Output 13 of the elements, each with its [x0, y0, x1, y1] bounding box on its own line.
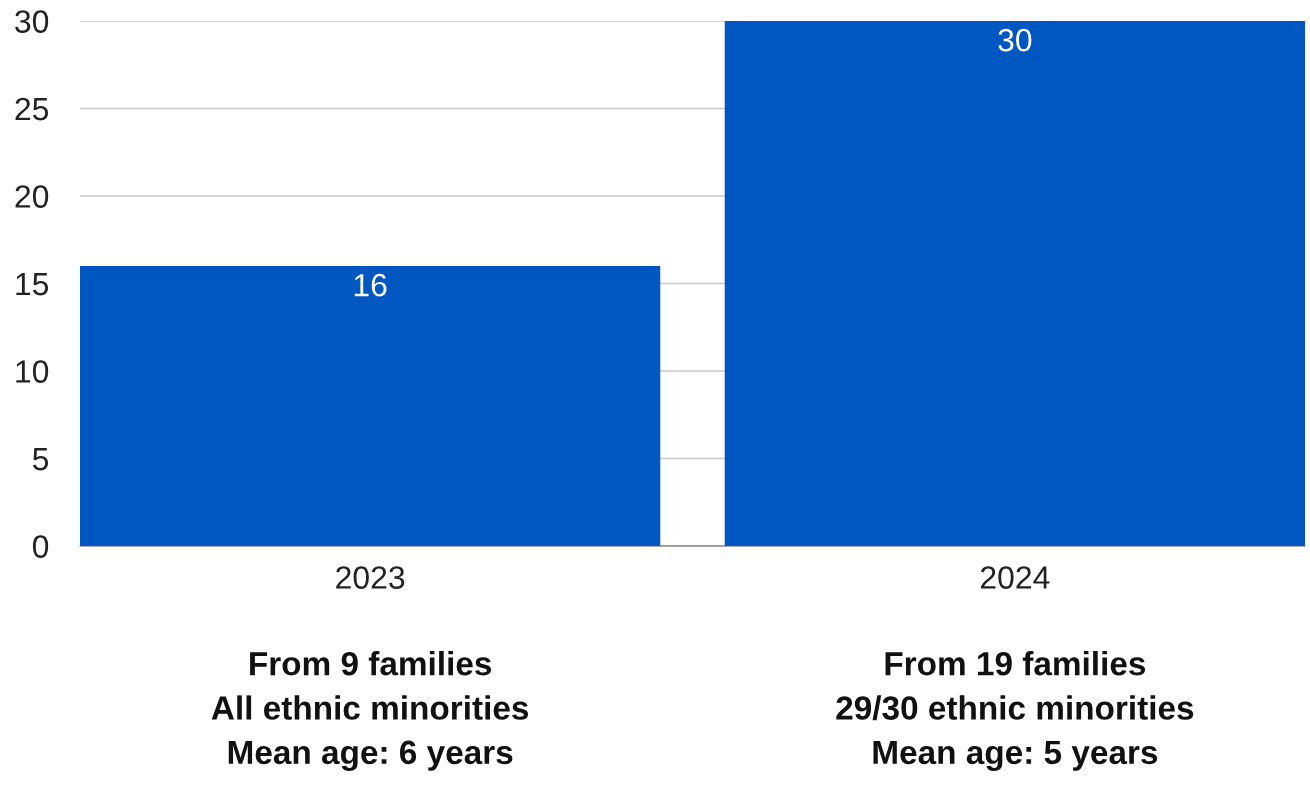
- y-tick-label: 30: [15, 10, 49, 33]
- y-tick-label: 15: [16, 273, 49, 296]
- y-tick-label: 10: [16, 360, 49, 383]
- data-label: 30: [998, 28, 1032, 52]
- text: From 9 families All ethnic minorities Mean age: 6 years: [211, 651, 529, 771]
- y-tick-label: 0: [32, 535, 49, 558]
- y-tick-label: 25: [15, 97, 49, 121]
- data-label: 16: [354, 273, 387, 297]
- x-tick-label: 2024: [980, 566, 1050, 589]
- text: From 19 families 29/30 ethnic minorities Mean age: 5 years: [836, 651, 1194, 771]
- y-tick-label: 20: [15, 185, 49, 208]
- x-tick-label: 2023: [336, 566, 405, 589]
- y-tick-label: 5: [32, 448, 49, 471]
